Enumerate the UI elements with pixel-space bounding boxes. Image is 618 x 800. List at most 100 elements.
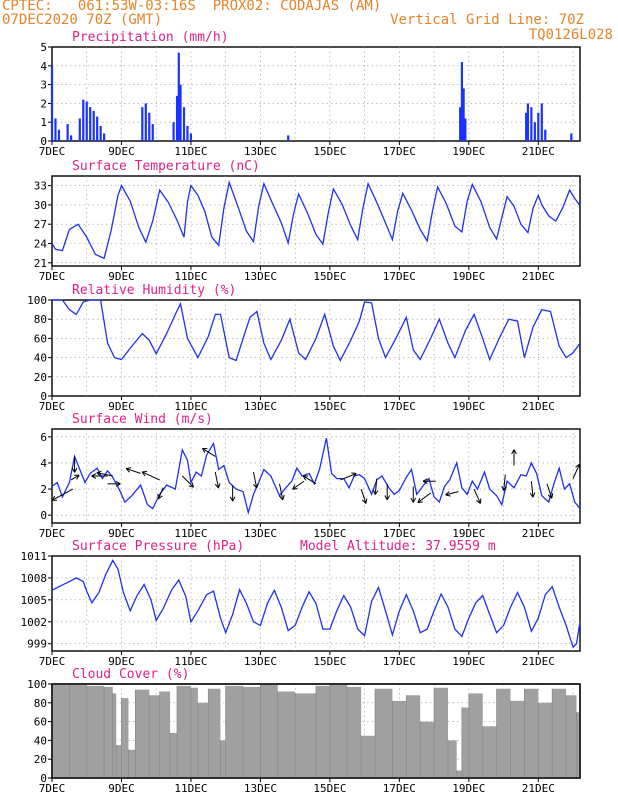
precip-bar xyxy=(151,124,154,141)
wind-arrow xyxy=(141,471,160,481)
x-tick-label: 9DEC xyxy=(108,270,135,283)
y-tick-label: 1005 xyxy=(21,594,48,607)
y-tick-label: 1002 xyxy=(21,616,48,629)
wind-arrow xyxy=(360,488,367,504)
header-grid-info: Vertical Grid Line: 70Z xyxy=(390,12,584,28)
x-tick-label: 17DEC xyxy=(383,400,416,413)
precip-bar xyxy=(179,84,182,141)
x-tick-label: 19DEC xyxy=(452,527,485,540)
wind-arrow xyxy=(126,468,141,474)
precip-bar xyxy=(89,107,92,141)
wind-arrow-head xyxy=(191,482,194,488)
precip-bar xyxy=(570,133,573,141)
wind-arrow xyxy=(374,478,378,495)
wind-arrow-head xyxy=(292,488,298,490)
x-tick-label: 9DEC xyxy=(108,527,135,540)
wind-arrow-head xyxy=(232,496,236,502)
wind-arrow-head xyxy=(188,485,194,488)
y-tick-label: 0 xyxy=(40,509,47,522)
x-tick-label: 13DEC xyxy=(244,270,277,283)
precip-bar xyxy=(186,125,189,141)
wind-arrow-head xyxy=(422,478,428,482)
x-tick-label: 21DEC xyxy=(522,655,555,668)
x-tick-label: 9DEC xyxy=(108,145,135,158)
y-tick-label: 60 xyxy=(34,332,47,345)
header-line1: CPTEC: 061:53W-03:16S PROX02: CODAJAS (A… xyxy=(2,0,382,14)
wind-arrow-head xyxy=(365,498,368,504)
wind-arrow xyxy=(181,475,194,488)
wind-arrow xyxy=(445,491,459,496)
x-tick-label: 7DEC xyxy=(39,655,66,668)
wind-arrow-head xyxy=(511,449,515,455)
y-tick-label: 100 xyxy=(27,294,47,307)
x-tick-label: 13DEC xyxy=(244,782,277,795)
y-tick-label: 21 xyxy=(34,257,47,270)
y-tick-label: 27 xyxy=(34,218,47,231)
x-tick-label: 17DEC xyxy=(383,655,416,668)
wind-arrow-head xyxy=(412,497,417,503)
panel-title: Surface Pressure (hPa) xyxy=(72,539,244,554)
y-tick-label: 0 xyxy=(40,390,47,403)
panel-frame xyxy=(51,46,581,142)
precip-bar xyxy=(96,116,99,141)
x-tick-label: 13DEC xyxy=(244,400,277,413)
y-tick-label: 40 xyxy=(34,352,47,365)
precip-bar xyxy=(144,103,147,141)
x-tick-label: 19DEC xyxy=(452,400,485,413)
wind-arrow-head xyxy=(96,470,102,474)
wind-arrow xyxy=(572,464,580,479)
precip-bar xyxy=(537,112,540,141)
precip-bar xyxy=(82,99,85,141)
wind-arrow-head xyxy=(115,480,121,485)
precip-bar xyxy=(54,118,57,141)
x-tick-label: 11DEC xyxy=(174,782,207,795)
y-tick-label: 0 xyxy=(40,772,47,785)
wind-arrow-head xyxy=(513,449,517,455)
x-tick-label: 11DEC xyxy=(174,400,207,413)
x-tick-label: 17DEC xyxy=(383,270,416,283)
wind-arrow-head xyxy=(551,493,554,499)
precip-bar xyxy=(530,107,533,141)
x-tick-label: 11DEC xyxy=(174,527,207,540)
y-tick-label: 20 xyxy=(34,371,47,384)
wind-arrow xyxy=(503,474,506,491)
y-tick-label: 33 xyxy=(34,180,47,193)
y-tick-label: 5 xyxy=(40,41,47,54)
wind-arrow-head xyxy=(547,494,553,499)
wind-arrow-head xyxy=(202,448,206,454)
wind-arrow xyxy=(70,474,80,481)
y-tick-label: 30 xyxy=(34,199,47,212)
wind-arrow xyxy=(51,488,74,501)
wind-arrow-head xyxy=(417,501,423,504)
x-tick-label: 11DEC xyxy=(174,655,207,668)
series-line xyxy=(51,180,581,260)
precip-bar xyxy=(70,135,73,141)
series-line xyxy=(51,437,581,516)
precip-bar xyxy=(287,135,290,141)
x-tick-label: 15DEC xyxy=(313,782,346,795)
x-tick-label: 13DEC xyxy=(244,655,277,668)
wind-arrow-head xyxy=(532,492,536,498)
header-date: 07DEC2020 70Z (GMT) xyxy=(2,12,163,28)
wind-arrow-head xyxy=(417,497,421,503)
precip-bar xyxy=(464,118,467,141)
wind-arrow xyxy=(279,483,284,500)
wind-arrow-head xyxy=(445,494,451,497)
precip-bar xyxy=(57,129,61,141)
wind-arrow-head xyxy=(422,480,428,485)
x-tick-label: 7DEC xyxy=(39,145,66,158)
wind-arrow-head xyxy=(374,490,379,495)
wind-arrow xyxy=(157,487,164,500)
series-line xyxy=(52,299,581,362)
x-tick-label: 15DEC xyxy=(313,145,346,158)
wind-arrow-head xyxy=(96,472,101,477)
wind-arrow xyxy=(96,472,113,477)
x-tick-label: 19DEC xyxy=(452,655,485,668)
x-tick-label: 21DEC xyxy=(522,527,555,540)
precip-bar xyxy=(148,112,151,141)
wind-arrow xyxy=(530,481,534,498)
x-tick-label: 15DEC xyxy=(313,270,346,283)
x-tick-label: 11DEC xyxy=(174,145,207,158)
precip-bar xyxy=(460,62,463,141)
